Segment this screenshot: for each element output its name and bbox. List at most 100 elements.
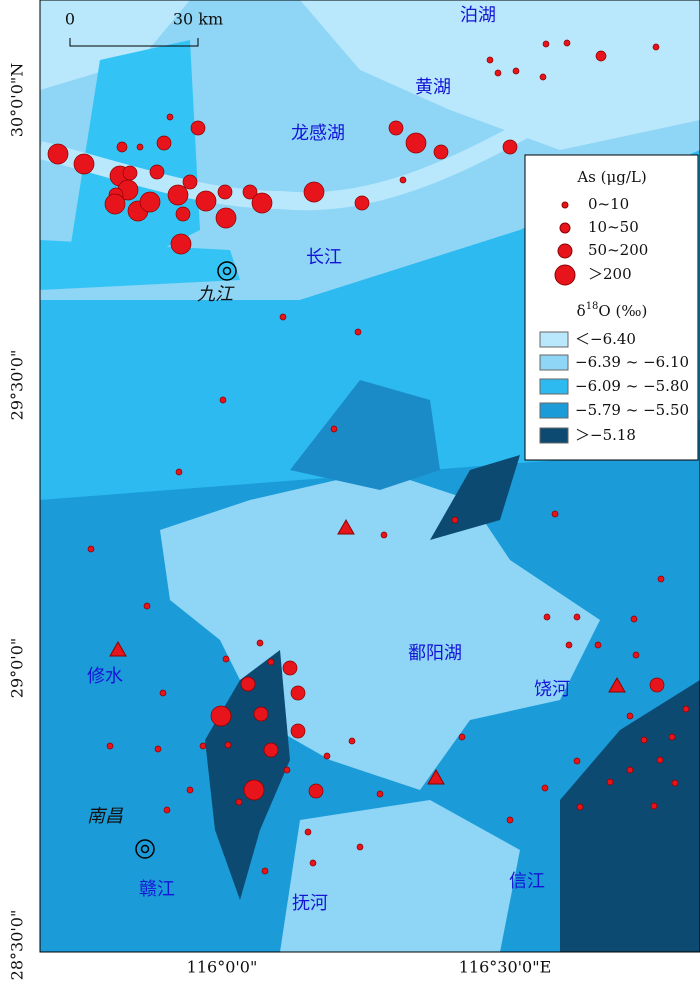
sample-point [671, 779, 679, 787]
legend: As (μg/L) δ18O (‰) 0~10 10~50 50~200 ＞200 ＜−… [524, 154, 699, 461]
legend-symbol [561, 201, 569, 209]
sample-point [573, 613, 581, 621]
place-label: 泊湖 [460, 5, 496, 26]
sample-point [354, 328, 362, 336]
sample-point [541, 784, 549, 792]
sample-point [116, 141, 128, 153]
sample-point [433, 144, 449, 160]
sample-point [159, 689, 167, 697]
sample-triangle [608, 676, 626, 693]
sample-point [87, 545, 95, 553]
legend-symbol [554, 264, 576, 286]
sample-point [279, 313, 287, 321]
sample-point [256, 639, 264, 647]
sample-point [210, 705, 232, 727]
sample-point [451, 516, 459, 524]
legend-label: −5.79 ~ −5.50 [575, 401, 689, 419]
sample-triangle [109, 640, 127, 657]
sample-point [594, 641, 602, 649]
sample-point [154, 745, 162, 753]
legend-label: ＞−5.18 [575, 426, 636, 444]
coordinate-labels: 30°0'0"N 29°30'0" 29°0'0" 28°30'0" 116°0'0" 1… [8, 63, 552, 981]
city-marker [222, 266, 232, 276]
sample-points [47, 39, 690, 875]
legend-swatch [539, 402, 569, 419]
legend-swatch [539, 331, 569, 348]
sample-point [650, 802, 658, 810]
o-title: δ18O (‰) [577, 301, 648, 321]
sample-point [243, 779, 265, 801]
sample-point [240, 676, 256, 692]
sample-point [186, 786, 194, 794]
sample-point [606, 778, 614, 786]
sample-point [106, 742, 114, 750]
sample-point [682, 705, 690, 713]
place-label: 修水 [87, 666, 123, 687]
legend-symbol [557, 243, 573, 259]
place-label: 龙感湖 [291, 123, 345, 144]
sample-point [235, 798, 243, 806]
sample-point [573, 757, 581, 765]
sample-point [405, 132, 427, 154]
sample-point [486, 56, 494, 64]
city-marker [217, 261, 237, 281]
sample-point [219, 396, 227, 404]
place-label: 九江 [197, 284, 235, 305]
sample-point [563, 39, 571, 47]
legend-symbol [559, 222, 571, 234]
sample-point [136, 143, 144, 151]
sample-point [512, 67, 520, 75]
legend-label: ＜−6.40 [575, 330, 636, 348]
sample-point [595, 50, 607, 62]
sample-point [632, 651, 640, 659]
sample-point [657, 575, 665, 583]
sample-point [652, 43, 660, 51]
sample-point [190, 120, 206, 136]
map-background [40, 0, 700, 952]
sample-point [170, 233, 192, 255]
sample-point [356, 843, 364, 851]
place-label: 鄱阳湖 [408, 643, 462, 664]
sample-point [242, 184, 258, 200]
sample-point [303, 181, 325, 203]
sample-point [304, 828, 312, 836]
longitude-label: 116°0'0" [187, 958, 258, 977]
sample-point [261, 867, 269, 875]
sample-point [290, 723, 306, 739]
place-label: 信江 [509, 871, 545, 892]
sample-point [263, 742, 279, 758]
sample-point [222, 655, 230, 663]
place-label: 抚河 [292, 893, 328, 914]
sample-point [217, 184, 233, 200]
sample-point [388, 120, 404, 136]
city-marker [140, 844, 150, 854]
sample-point [122, 165, 138, 181]
place-label: 黄湖 [415, 77, 451, 98]
sample-point [458, 733, 466, 741]
sample-point [543, 613, 551, 621]
legend-label: −6.09 ~ −5.80 [575, 377, 689, 395]
sample-point [253, 706, 269, 722]
sample-point [139, 191, 161, 213]
sample-point [308, 783, 324, 799]
sample-point [282, 660, 298, 676]
legend-label: 10~50 [588, 218, 639, 236]
sample-point [626, 766, 634, 774]
sample-point [399, 176, 407, 184]
legend-label: 50~200 [588, 241, 648, 259]
sample-point [143, 602, 151, 610]
sample-point [149, 164, 165, 180]
sample-point [354, 195, 370, 211]
sample-point [494, 69, 502, 77]
sample-point [626, 712, 634, 720]
sample-point [224, 741, 232, 749]
sample-point [656, 756, 664, 764]
sample-point [309, 859, 317, 867]
latitude-label: 29°0'0" [8, 638, 27, 698]
city-marker [135, 839, 155, 859]
place-label: 南昌 [87, 806, 124, 827]
sample-point [542, 40, 550, 48]
sample-triangle [337, 518, 355, 535]
